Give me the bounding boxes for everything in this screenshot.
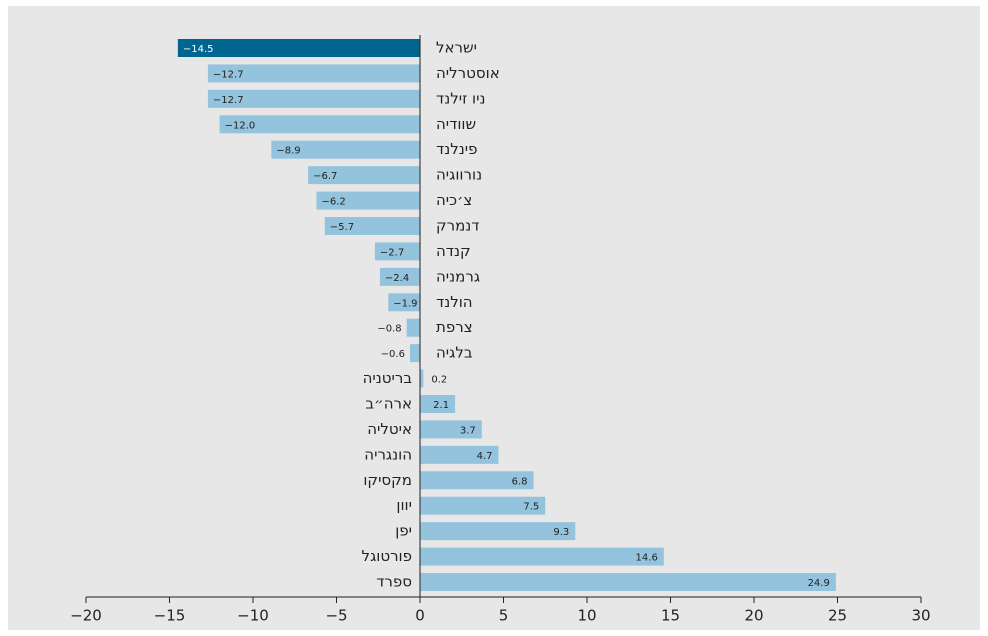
- value-label: −5.7: [330, 222, 354, 233]
- bar: [420, 547, 664, 566]
- value-label: −0.6: [381, 349, 405, 360]
- bar: [420, 445, 499, 464]
- value-label: 4.7: [477, 451, 493, 462]
- x-tick-label: 20: [744, 607, 763, 625]
- category-label: הולנד: [436, 293, 473, 311]
- value-label: −2.4: [385, 273, 409, 284]
- value-label: −6.7: [313, 171, 337, 182]
- x-tick-label: 10: [577, 607, 596, 625]
- value-label: 14.6: [636, 553, 658, 564]
- category-label: ספרד: [376, 573, 412, 591]
- category-label: יוון: [396, 496, 412, 514]
- bar: [420, 496, 546, 515]
- category-label: מקסיקו: [363, 471, 412, 489]
- bar: [406, 318, 420, 337]
- bar: [308, 166, 420, 185]
- value-label: 3.7: [460, 425, 476, 436]
- category-label: ארה״ב: [365, 395, 412, 413]
- value-label: 2.1: [433, 400, 449, 411]
- x-tick-label: −5: [325, 607, 347, 625]
- bar: [177, 39, 420, 57]
- bar: [388, 293, 420, 312]
- value-label: −12.7: [213, 95, 244, 106]
- category-label: בלגיה: [436, 344, 473, 362]
- category-label: איטליה: [367, 420, 412, 438]
- bar: [420, 522, 576, 541]
- value-label: 9.3: [553, 527, 569, 538]
- value-label: −8.9: [276, 146, 300, 157]
- x-tick-label: −10: [237, 607, 269, 625]
- category-label: פינלנד: [436, 140, 477, 158]
- category-label: צ׳כיה: [436, 191, 472, 209]
- value-label: 6.8: [512, 476, 528, 487]
- x-tick-label: 5: [499, 607, 509, 625]
- x-tick-label: −15: [154, 607, 186, 625]
- category-label: הונגריה: [364, 445, 412, 463]
- bar: [316, 191, 420, 210]
- category-label: קנדה: [436, 242, 471, 260]
- x-tick-label: 0: [415, 607, 425, 625]
- bar: [420, 420, 482, 439]
- bar: [324, 217, 420, 235]
- bar: [409, 344, 420, 363]
- value-label: −0.8: [377, 324, 401, 335]
- bar: [420, 471, 534, 490]
- value-label: −14.5: [183, 44, 214, 55]
- value-label: 0.2: [431, 375, 447, 386]
- x-tick-label: 30: [911, 607, 930, 625]
- category-label: גרמניה: [436, 267, 480, 285]
- value-label: −2.7: [380, 247, 404, 258]
- bar: [374, 242, 420, 261]
- bar: [379, 267, 420, 286]
- value-label: −12.0: [225, 120, 256, 131]
- x-tick-label: −20: [70, 607, 102, 625]
- category-label: דנמרק: [436, 217, 480, 235]
- bar: [207, 89, 420, 108]
- bar: [420, 395, 456, 413]
- bar: [420, 573, 836, 591]
- category-label: יפן: [395, 522, 412, 540]
- category-label: בריטניה: [363, 369, 413, 387]
- value-label: −6.2: [321, 197, 345, 208]
- x-tick-label: 15: [661, 607, 680, 625]
- category-label: נורווגיה: [436, 166, 482, 184]
- value-label: 24.9: [808, 578, 830, 589]
- category-label: פורטוגל: [362, 547, 412, 565]
- bar: [420, 369, 424, 388]
- category-label: שוודיה: [436, 115, 476, 133]
- bar: [271, 140, 420, 159]
- value-label: −1.9: [393, 298, 417, 309]
- x-tick-label: 25: [828, 607, 847, 625]
- bar: [219, 115, 420, 134]
- bar: [207, 64, 420, 83]
- category-label: ניו זילנד: [436, 89, 485, 107]
- category-label: ישראל: [436, 39, 477, 57]
- category-label: אוסטרליה: [436, 64, 500, 82]
- value-label: −12.7: [213, 69, 244, 80]
- category-label: צרפת: [436, 318, 473, 336]
- value-label: 7.5: [523, 502, 539, 513]
